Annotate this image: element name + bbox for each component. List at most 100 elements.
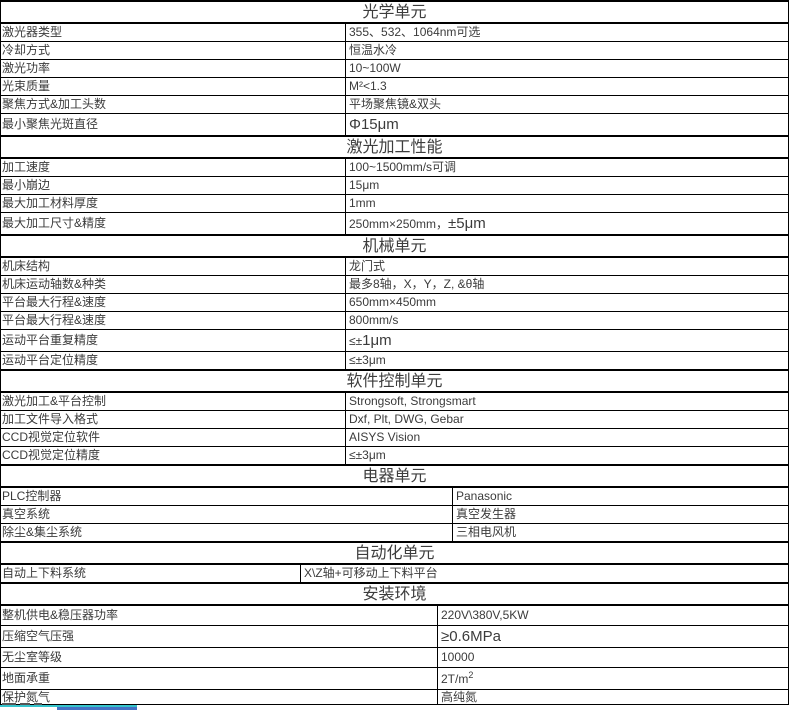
section-title: 激光加工性能 [1, 136, 788, 159]
table-row: 除尘&集尘系统 三相电风机 [1, 524, 788, 542]
spec-value: 250mm×250mm，±5μm [349, 215, 486, 232]
spec-value: 最多8轴，X，Y，Z, &θ轴 [349, 277, 485, 291]
table-row: 最大加工材料厚度 1mm [1, 195, 788, 213]
spec-value: ≤±1μm [349, 332, 392, 349]
spec-value: Strongsoft, Strongsmart [349, 394, 476, 408]
spec-value: 220V\380V,5KW [441, 608, 529, 622]
spec-value: 800mm/s [349, 313, 399, 327]
spec-value: 龙门式 [349, 259, 386, 273]
table-row: 最小崩边 15μm [1, 177, 788, 195]
table-row: 平台最大行程&速度 650mm×450mm [1, 294, 788, 312]
spec-label: 压缩空气压强 [1, 626, 438, 647]
spec-value: 10000 [441, 650, 475, 664]
spec-label: 运动平台定位精度 [1, 352, 346, 369]
spec-label: 光束质量 [1, 78, 346, 95]
table-row: 激光功率 10~100W [1, 60, 788, 78]
spec-value: ≤±3μm [349, 448, 386, 462]
spec-label: 聚焦方式&加工头数 [1, 96, 346, 113]
spec-label: 激光功率 [1, 60, 346, 77]
section-title: 安装环境 [1, 583, 788, 606]
table-row: 激光器类型 355、532、1064nm可选 [1, 24, 788, 42]
spec-section: 机械单元 机床结构 龙门式 机床运动轴数&种类 最多8轴，X，Y，Z, &θ轴 平台最大行… [1, 235, 788, 370]
table-row: 平台最大行程&速度 800mm/s [1, 312, 788, 330]
spec-label: 保护氮气 [1, 690, 438, 704]
spec-value: Panasonic [456, 489, 513, 503]
spec-section: 自动化单元 自动上下料系统 X\Z轴+可移动上下料平台 [1, 542, 788, 583]
spec-value: Φ15μm [349, 116, 399, 133]
spec-label: 运动平台重复精度 [1, 330, 346, 351]
spec-label: 加工速度 [1, 159, 346, 176]
section-title: 光学单元 [1, 2, 788, 24]
spec-value: M²<1.3 [349, 79, 387, 93]
table-row: PLC控制器 Panasonic [1, 488, 788, 506]
spec-label: 冷却方式 [1, 42, 346, 59]
spec-value: 650mm×450mm [349, 295, 437, 309]
spec-label: 无尘室等级 [1, 648, 438, 667]
table-row: 自动上下料系统 X\Z轴+可移动上下料平台 [1, 565, 788, 583]
spec-value: 100~1500mm/s可调 [349, 160, 457, 174]
spec-label: 除尘&集尘系统 [1, 524, 453, 541]
section-title: 电器单元 [1, 465, 788, 488]
spec-section: 光学单元 激光器类型 355、532、1064nm可选 冷却方式 恒温水冷 激光功率 10~… [1, 2, 788, 136]
spec-section: 软件控制单元 激光加工&平台控制 Strongsoft, Strongsmart 加工… [1, 370, 788, 465]
clipped-text-fragment [20, 703, 30, 705]
spec-section: 电器单元 PLC控制器 Panasonic 真空系统 真空发生器 除尘&集尘系统 三相电风机 [1, 465, 788, 542]
spec-value: 1mm [349, 196, 376, 210]
table-row: 加工速度 100~1500mm/s可调 [1, 159, 788, 177]
spec-value: 15μm [349, 178, 380, 192]
table-row: 压缩空气压强 ≥0.6MPa [1, 626, 788, 648]
spec-label: CCD视觉定位精度 [1, 447, 346, 464]
spec-label: 平台最大行程&速度 [1, 312, 346, 329]
spec-label: 最小聚焦光斑直径 [1, 114, 346, 135]
spec-label: 加工文件导入格式 [1, 411, 346, 428]
table-row: 最大加工尺寸&精度 250mm×250mm，±5μm [1, 213, 788, 235]
table-row: 无尘室等级 10000 [1, 648, 788, 668]
spec-label: 最小崩边 [1, 177, 346, 194]
spec-value: ≤±3μm [349, 353, 386, 367]
spec-section: 安装环境 整机供电&稳压器功率 220V\380V,5KW 压缩空气压强 ≥0.6MPa… [1, 583, 788, 704]
spec-label: 机床结构 [1, 258, 346, 275]
spec-value: 2T/m2 [441, 670, 474, 686]
table-row: CCD视觉定位精度 ≤±3μm [1, 447, 788, 465]
spec-label: 平台最大行程&速度 [1, 294, 346, 311]
table-row: 机床结构 龙门式 [1, 258, 788, 276]
table-row: 聚焦方式&加工头数 平场聚焦镜&双头 [1, 96, 788, 114]
spec-label: 机床运动轴数&种类 [1, 276, 346, 293]
spec-value: AISYS Vision [349, 430, 421, 444]
table-row: 运动平台定位精度 ≤±3μm [1, 352, 788, 370]
spec-value: 三相电风机 [456, 525, 517, 539]
table-row: 运动平台重复精度 ≤±1μm [1, 330, 788, 352]
spec-label: 整机供电&稳压器功率 [1, 606, 438, 625]
clipped-text-fragment [34, 703, 42, 705]
spec-label: PLC控制器 [1, 488, 453, 505]
spec-value: 355、532、1064nm可选 [349, 25, 481, 39]
table-row: 保护氮气 高纯氮 [1, 690, 788, 704]
clipped-blue-underline [57, 707, 137, 710]
spec-label: 地面承重 [1, 668, 438, 689]
spec-value: X\Z轴+可移动上下料平台 [304, 566, 438, 580]
section-title: 自动化单元 [1, 542, 788, 565]
spec-value: 高纯氮 [441, 690, 478, 704]
spec-label: 激光加工&平台控制 [1, 393, 346, 410]
table-row: 机床运动轴数&种类 最多8轴，X，Y，Z, &θ轴 [1, 276, 788, 294]
table-row: 加工文件导入格式 Dxf, Plt, DWG, Gebar [1, 411, 788, 429]
table-row: 整机供电&稳压器功率 220V\380V,5KW [1, 606, 788, 626]
spec-section: 激光加工性能 加工速度 100~1500mm/s可调 最小崩边 15μm 最大加工材料厚度… [1, 136, 788, 235]
table-row: 激光加工&平台控制 Strongsoft, Strongsmart [1, 393, 788, 411]
spec-value: Dxf, Plt, DWG, Gebar [349, 412, 464, 426]
spec-label: 最大加工材料厚度 [1, 195, 346, 212]
spec-value: 恒温水冷 [349, 43, 398, 57]
table-row: 最小聚焦光斑直径 Φ15μm [1, 114, 788, 136]
table-row: 地面承重 2T/m2 [1, 668, 788, 690]
spec-value: ≥0.6MPa [441, 628, 501, 645]
spec-label: 激光器类型 [1, 24, 346, 41]
clipped-teal-underline [0, 705, 137, 707]
spec-value: 平场聚焦镜&双头 [349, 97, 442, 111]
spec-label: 最大加工尺寸&精度 [1, 213, 346, 234]
table-row: CCD视觉定位软件 AISYS Vision [1, 429, 788, 447]
table-row: 冷却方式 恒温水冷 [1, 42, 788, 60]
section-title: 机械单元 [1, 235, 788, 258]
spec-value: 真空发生器 [456, 507, 517, 521]
table-row: 真空系统 真空发生器 [1, 506, 788, 524]
